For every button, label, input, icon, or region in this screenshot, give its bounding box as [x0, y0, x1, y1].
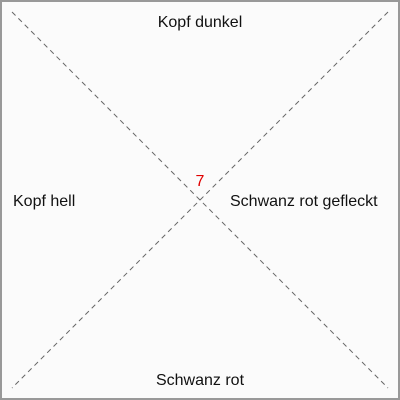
- diagonal-line-ascending: [11, 11, 389, 389]
- label-left: Kopf hell: [13, 193, 76, 210]
- label-right: Schwanz rot gefleckt: [230, 193, 378, 210]
- label-bottom: Schwanz rot: [155, 372, 245, 389]
- center-value: 7: [195, 173, 205, 190]
- label-top: Kopf dunkel: [157, 14, 243, 31]
